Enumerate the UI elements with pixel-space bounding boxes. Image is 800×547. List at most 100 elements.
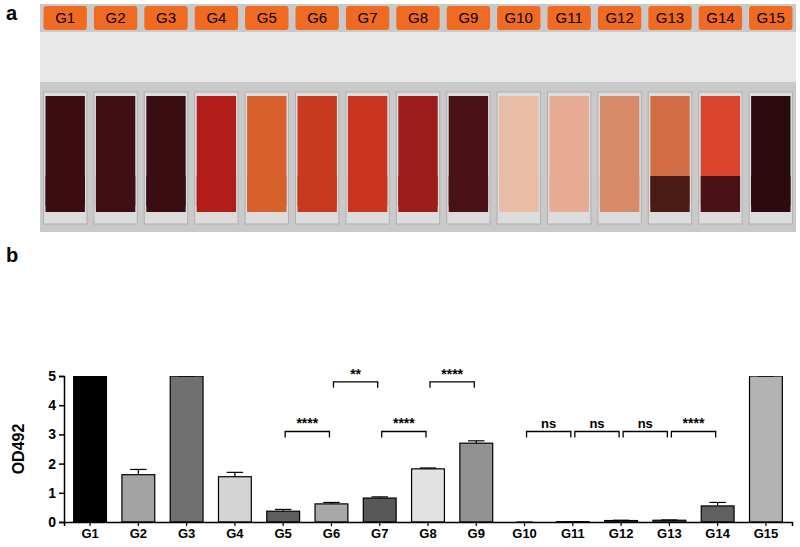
x-tick: G10 (512, 522, 537, 541)
tube-body (598, 92, 641, 224)
significance-label: ns (589, 416, 604, 431)
error-bar-cap (178, 376, 194, 377)
error-bar (613, 520, 629, 521)
tube-body (44, 92, 87, 224)
significance-bracket (333, 382, 377, 388)
x-tick-label: G14 (705, 526, 730, 541)
tube-label: G10 (505, 9, 533, 26)
significance-label: ns (638, 416, 653, 431)
tube-cap (245, 6, 288, 30)
x-tick: G12 (609, 522, 634, 541)
error-bar-cap (420, 467, 436, 468)
tube-label: G4 (206, 9, 226, 26)
x-tick-label: G1 (81, 526, 98, 541)
x-tick-label: G7 (371, 526, 388, 541)
error-bar-cap (709, 502, 725, 503)
significance-bracket (527, 431, 571, 437)
y-tick-mark (59, 434, 64, 436)
tube-label: G12 (605, 9, 633, 26)
tube-sediment (298, 176, 337, 212)
error-bar-cap (323, 502, 339, 503)
bar (750, 376, 783, 522)
tube-body (749, 92, 792, 224)
bar (460, 443, 493, 522)
error-bar-cap (275, 509, 291, 510)
x-tick-label: G6 (323, 526, 340, 541)
tube-sediment (751, 176, 790, 212)
x-tick-label: G5 (275, 526, 292, 541)
tube-cap (144, 6, 187, 30)
tube-cap (699, 6, 742, 30)
tube-body (396, 92, 439, 224)
error-bar (130, 469, 146, 474)
error-bar (468, 441, 484, 443)
significance-bracket (575, 431, 619, 437)
x-tick: G5 (275, 522, 292, 541)
tube-body (648, 92, 691, 224)
tube-label: G2 (106, 9, 126, 26)
bars (74, 376, 783, 522)
x-tick: G6 (323, 522, 340, 541)
tube-body (296, 92, 339, 224)
tube-label: G15 (757, 9, 785, 26)
significance-label: **** (441, 366, 463, 382)
y-tick-mark (59, 522, 64, 524)
bar (701, 506, 734, 522)
error-bar (178, 376, 194, 377)
error-bar (709, 502, 725, 506)
panel-label: a (6, 2, 18, 24)
tube-body (447, 92, 490, 224)
x-tick-label: G13 (657, 526, 682, 541)
y-axis: 012345 (48, 368, 64, 530)
y-tick: 2 (48, 456, 64, 472)
tube-label: G5 (257, 9, 277, 26)
x-tick: G13 (657, 522, 682, 541)
error-bar-cap (82, 376, 98, 377)
bar (122, 475, 155, 522)
x-tick: G2 (130, 522, 147, 541)
panel-label: b (6, 244, 18, 266)
tube-body (195, 92, 238, 224)
significance-bracket (382, 431, 426, 437)
bar (315, 504, 348, 522)
y-tick-label: 2 (48, 456, 56, 472)
y-tick-mark (59, 493, 64, 495)
error-bar-cap (372, 496, 388, 497)
significance-label: ns (541, 416, 556, 431)
tube-label: G7 (358, 9, 378, 26)
tube-sediment (701, 176, 740, 212)
x-tick: G14 (705, 522, 730, 541)
x-axis: G1G2G3G4G5G6G7G8G9G10G11G12G13G14G15 (65, 522, 793, 541)
tube-label: G9 (458, 9, 478, 26)
significance-bracket (430, 382, 474, 388)
error-bar (82, 376, 98, 377)
significance-bracket (285, 431, 329, 437)
y-tick-label: 4 (48, 397, 56, 413)
y-tick: 5 (48, 368, 64, 384)
tube-sediment (146, 176, 185, 212)
tube-body (245, 92, 288, 224)
tube-cap (396, 6, 439, 30)
tube-cap (648, 6, 691, 30)
x-tick: G7 (371, 522, 388, 541)
tube-sediment (46, 176, 85, 212)
error-bar (661, 519, 677, 520)
tube-sediment (398, 176, 437, 212)
tube-cap (296, 6, 339, 30)
error-bar (323, 502, 339, 503)
error-bar (275, 509, 291, 511)
x-tick-label: G12 (609, 526, 634, 541)
tube-sediment (550, 176, 589, 212)
tube-body (497, 92, 540, 224)
tube-label: G14 (706, 9, 734, 26)
tube-label: G6 (307, 9, 327, 26)
x-tick: G3 (178, 522, 195, 541)
tube-cap (447, 6, 490, 30)
x-tick-label: G8 (419, 526, 436, 541)
tube-cap (44, 6, 87, 30)
annotations: **************nsnsns**** (285, 366, 715, 438)
x-tick-label: G9 (468, 526, 485, 541)
tube-cap (94, 6, 137, 30)
tube-body (346, 92, 389, 224)
tube-cap (548, 6, 591, 30)
